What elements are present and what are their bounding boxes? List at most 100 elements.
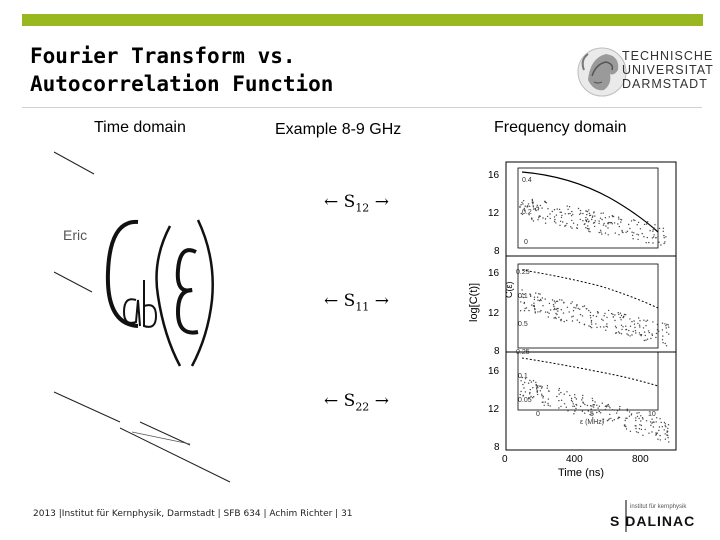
scatter-point	[606, 420, 609, 422]
scatter-point	[625, 417, 627, 419]
scatter-point	[656, 329, 659, 331]
scatter-point	[535, 387, 538, 389]
scatter-point	[536, 296, 539, 298]
scatter-point	[546, 385, 549, 387]
scatter-point	[640, 428, 643, 431]
scatter-point	[621, 229, 623, 232]
scatter-point	[631, 231, 633, 233]
scatter-point	[664, 438, 667, 440]
scatter-point	[620, 319, 622, 321]
tud-logo-text: TECHNISCHE UNIVERSITAT DARMSTADT	[622, 49, 714, 91]
scatter-point	[547, 208, 549, 210]
scatter-point	[626, 333, 628, 335]
scatter-point	[591, 405, 593, 407]
x-tick: 0	[502, 454, 508, 465]
scatter-point	[570, 399, 573, 402]
scatter-point	[536, 388, 538, 390]
scatter-point	[541, 393, 543, 395]
scatter-point	[555, 222, 557, 224]
scatter-point	[642, 327, 645, 329]
scatter-point	[629, 430, 632, 432]
scatter-point	[553, 308, 555, 311]
scatter-point	[520, 301, 522, 303]
scatter-point	[547, 316, 549, 318]
scatter-point	[582, 401, 584, 403]
scatter-point	[537, 206, 539, 208]
scatter-point	[537, 299, 539, 301]
scatter-point	[665, 345, 668, 347]
scatter-point	[521, 296, 523, 298]
y-tick: 8	[494, 346, 500, 357]
scatter-point	[658, 330, 660, 332]
scatter-point	[561, 299, 563, 301]
scatter-point	[589, 214, 591, 217]
scatter-point	[553, 305, 555, 308]
scatter-point	[586, 218, 589, 220]
scatter-point	[633, 323, 636, 325]
scatter-point	[645, 223, 648, 225]
y-tick: 12	[488, 208, 500, 219]
scatter-point	[522, 203, 524, 205]
scatter-point	[646, 319, 649, 321]
scatter-point	[604, 232, 607, 234]
scatter-point	[605, 225, 607, 227]
scatter-point	[621, 328, 623, 331]
scatter-point	[527, 203, 530, 205]
scatter-point	[628, 223, 630, 226]
scatter-point	[568, 206, 571, 208]
scatter-point	[542, 305, 544, 307]
scatter-point	[537, 208, 540, 210]
y-tick: 8	[494, 442, 500, 453]
scatter-point	[652, 242, 654, 244]
partial-text: Eric	[63, 227, 88, 243]
scatter-point	[653, 227, 656, 229]
scatter-point	[652, 426, 655, 428]
scatter-point	[591, 397, 593, 400]
scatter-point	[559, 220, 562, 222]
scatter-point	[642, 418, 644, 420]
scatter-point	[618, 416, 621, 419]
scatter-point	[523, 310, 526, 312]
scatter-point	[632, 238, 634, 240]
scatter-point	[585, 227, 587, 229]
scatter-point	[643, 319, 645, 321]
scatter-point	[605, 325, 607, 327]
scatter-point	[607, 403, 609, 406]
scatter-point	[558, 389, 560, 392]
scatter-point	[661, 329, 664, 331]
scatter-point	[553, 317, 555, 319]
scatter-point	[540, 387, 543, 389]
svg-text:0.25: 0.25	[516, 269, 530, 276]
scatter-point	[602, 418, 605, 420]
scatter-point	[584, 403, 586, 406]
scatter-point	[613, 409, 616, 411]
scatter-point	[551, 210, 553, 213]
scatter-point	[640, 415, 642, 417]
scatter-point	[652, 321, 654, 323]
scatter-point	[531, 397, 534, 399]
scatter-point	[523, 210, 526, 212]
scatter-point	[663, 421, 666, 424]
scatter-point	[531, 201, 533, 203]
scatter-point	[631, 234, 634, 237]
scatter-point	[560, 399, 563, 401]
scatter-point	[522, 394, 525, 397]
scatter-point	[570, 397, 573, 400]
scatter-point	[607, 234, 609, 236]
scatter-point	[624, 419, 626, 422]
scatter-point	[663, 237, 665, 239]
scatter-point	[615, 327, 617, 329]
scatter-point	[528, 397, 530, 399]
scatter-point	[618, 313, 620, 316]
scatter-point	[587, 225, 589, 227]
scatter-point	[663, 234, 665, 237]
scatter-point	[629, 227, 631, 230]
scatter-point	[608, 418, 610, 420]
scatter-point	[596, 404, 598, 406]
scatter-point	[599, 326, 602, 328]
scatter-point	[577, 207, 580, 210]
scatter-point	[539, 390, 542, 392]
scatter-point	[560, 391, 562, 394]
scatter-point	[537, 386, 539, 389]
scatter-point	[542, 397, 544, 399]
